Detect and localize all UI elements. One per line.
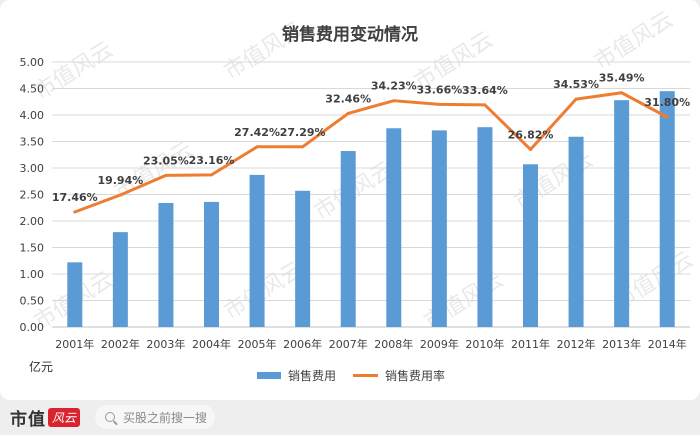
chart-card: 市值风云市值风云市值风云市值风云市值风云市值风云市值风云市值风云市值风云市值风云… bbox=[0, 0, 700, 400]
line-point bbox=[210, 173, 213, 177]
legend-label-line: 销售费用率 bbox=[385, 368, 445, 383]
chart-title: 销售费用变动情况 bbox=[282, 24, 418, 45]
y-tick-label: 4.50 bbox=[20, 83, 45, 96]
brand-text: 市值 bbox=[10, 409, 46, 430]
line-data-label: 26.82% bbox=[508, 128, 554, 141]
brand-badge: 风云 bbox=[48, 407, 81, 427]
line-data-label: 35.49% bbox=[599, 72, 645, 85]
line-point bbox=[574, 97, 578, 101]
bar bbox=[204, 201, 219, 327]
x-tick-label: 2006年 bbox=[283, 337, 322, 351]
x-tick-label: 2007年 bbox=[329, 337, 368, 351]
search-placeholder: 买股之前搜一搜 bbox=[123, 410, 208, 425]
bar bbox=[659, 91, 675, 328]
bar bbox=[67, 262, 83, 327]
line-data-label: 34.53% bbox=[553, 78, 599, 91]
line-point bbox=[346, 111, 350, 115]
y-tick-label: 2.50 bbox=[20, 189, 45, 202]
line-point bbox=[529, 147, 532, 151]
bar-series bbox=[67, 91, 675, 328]
bar bbox=[568, 136, 584, 327]
bar bbox=[249, 174, 265, 327]
line-data-label: 17.46% bbox=[52, 191, 98, 204]
legend: 销售费用 销售费用率 bbox=[257, 368, 445, 383]
y-tick-label: 1.00 bbox=[20, 268, 45, 281]
bar bbox=[431, 130, 447, 327]
y-axis: 0.00 0.50 1.00 1.50 2.00 2.50 3.00 3.50 4.00 4.50… bbox=[20, 56, 45, 334]
line-point bbox=[620, 91, 624, 95]
line-data-label: 27.29% bbox=[280, 126, 326, 139]
footer-bar: 市值 风云 买股之前搜一搜 bbox=[0, 400, 700, 435]
bar bbox=[295, 190, 311, 327]
line-data-label: 33.64% bbox=[462, 84, 508, 97]
brand-logo: 市值 风云 bbox=[10, 405, 81, 430]
line-data-label: 23.16% bbox=[189, 154, 235, 167]
bar bbox=[340, 151, 356, 327]
legend-label-bar: 销售费用 bbox=[288, 368, 336, 383]
bar bbox=[614, 100, 630, 327]
line-data-label: 23.05% bbox=[143, 154, 189, 167]
legend-swatch-bar bbox=[257, 372, 281, 379]
bar bbox=[477, 127, 493, 327]
bar bbox=[523, 164, 538, 327]
line-data-label: 34.23% bbox=[371, 80, 417, 93]
line-point bbox=[483, 103, 487, 107]
x-tick-label: 2010年 bbox=[465, 337, 504, 351]
line-data-label: 31.80% bbox=[644, 96, 690, 109]
x-tick-label: 2012年 bbox=[557, 337, 596, 351]
watermark-text: 市值风云 bbox=[590, 7, 678, 75]
y-tick-label: 5.00 bbox=[20, 56, 45, 69]
combo-chart: 市值风云市值风云市值风云市值风云市值风云市值风云市值风云市值风云市值风云市值风云… bbox=[20, 7, 698, 383]
line-point bbox=[73, 210, 77, 214]
y-tick-label: 4.00 bbox=[20, 109, 45, 122]
x-tick-label: 2013年 bbox=[602, 337, 641, 351]
y-axis-unit-label: 亿元 bbox=[29, 359, 53, 374]
bar bbox=[158, 202, 174, 327]
line-point bbox=[301, 145, 305, 149]
y-tick-label: 2.00 bbox=[20, 215, 45, 228]
x-tick-label: 2009年 bbox=[420, 337, 459, 351]
search-box[interactable]: 买股之前搜一搜 bbox=[95, 405, 215, 429]
x-tick-label: 2014年 bbox=[648, 337, 687, 351]
search-icon bbox=[105, 412, 115, 422]
line-point bbox=[392, 99, 396, 103]
y-tick-label: 0.50 bbox=[20, 295, 45, 308]
y-tick-label: 3.00 bbox=[20, 162, 45, 175]
x-tick-label: 2008年 bbox=[374, 337, 413, 351]
line-series: 17.46% 19.94%23.05% 23.16% 27.42% 27.29% 32.4… bbox=[52, 72, 690, 214]
line-point bbox=[164, 173, 168, 177]
x-axis: 2001年 2002年 2003年 2004年 2005年 2006年 2007年 2008年… bbox=[55, 337, 686, 351]
bar bbox=[112, 232, 128, 327]
line-data-label: 33.66% bbox=[416, 83, 462, 96]
y-tick-label: 0.00 bbox=[20, 321, 45, 334]
line-point bbox=[255, 145, 259, 149]
line-path bbox=[74, 91, 668, 214]
gridlines bbox=[52, 61, 690, 328]
bar bbox=[386, 128, 402, 327]
x-tick-label: 2001年 bbox=[55, 337, 94, 351]
x-tick-label: 2004年 bbox=[192, 337, 231, 351]
x-tick-label: 2003年 bbox=[146, 337, 185, 351]
line-data-label: 32.46% bbox=[325, 92, 371, 105]
line-point bbox=[665, 115, 669, 119]
line-point bbox=[118, 193, 122, 197]
watermark-layer: 市值风云市值风云市值风云市值风云市值风云市值风云市值风云市值风云市值风云市值风云… bbox=[30, 7, 698, 335]
line-data-label: 19.94% bbox=[97, 174, 143, 187]
y-tick-label: 1.50 bbox=[20, 242, 45, 255]
line-point bbox=[437, 102, 441, 106]
y-tick-label: 3.50 bbox=[20, 136, 45, 149]
line-data-label: 27.42% bbox=[234, 126, 280, 139]
x-tick-label: 2002年 bbox=[101, 337, 140, 351]
x-tick-label: 2011年 bbox=[511, 337, 550, 351]
x-tick-label: 2005年 bbox=[238, 337, 277, 351]
